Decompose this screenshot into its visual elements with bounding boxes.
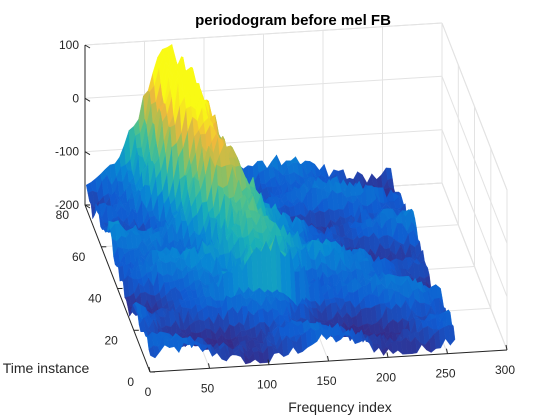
surface-plot — [85, 44, 456, 365]
x-tick-mark — [327, 355, 329, 362]
x-tick-label: 100 — [257, 378, 277, 392]
x-tick-label: 300 — [495, 363, 515, 377]
x-tick-label: 0 — [145, 385, 152, 399]
y-axis-label: Time instance — [3, 360, 90, 376]
y-tick-label: 60 — [72, 250, 86, 264]
z-tick-label: 0 — [72, 91, 79, 105]
z-tick-mark — [84, 44, 91, 49]
x-tick-mark — [208, 363, 210, 369]
z-tick-label: -200 — [55, 198, 79, 212]
grid-line — [441, 182, 508, 351]
x-tick-mark — [386, 352, 389, 358]
z-tick-mark — [84, 151, 91, 156]
y-tick-label: 40 — [88, 292, 102, 306]
x-tick-mark — [446, 348, 448, 354]
x-tick-label: 250 — [435, 367, 455, 381]
grid-line — [441, 76, 508, 244]
z-tick-mark — [84, 97, 91, 102]
y-tick-label: 80 — [56, 208, 70, 222]
grid-line — [441, 129, 508, 297]
x-tick-mark — [267, 359, 270, 365]
y-tick-label: 20 — [104, 333, 118, 347]
grid-line — [84, 22, 443, 46]
x-axis-label: Frequency index — [288, 399, 392, 415]
z-tick-mark — [84, 204, 91, 209]
y-tick-label: 0 — [127, 375, 134, 389]
surface-patch — [448, 325, 456, 346]
x-tick-label: 150 — [316, 374, 336, 388]
chart-title: periodogram before mel FB — [195, 12, 391, 29]
x-tick-mark — [148, 366, 151, 373]
z-tick-label: -100 — [55, 145, 79, 159]
x-tick-label: 50 — [201, 381, 215, 395]
x-tick-mark — [505, 344, 508, 351]
x-tick-label: 200 — [376, 370, 396, 384]
z-tick-label: 100 — [59, 38, 79, 52]
grid-line — [441, 22, 508, 191]
tick-labels: 0 50 100 150 200 250 300 0 20 40 60 80-200 -100 0 100 — [55, 38, 515, 399]
